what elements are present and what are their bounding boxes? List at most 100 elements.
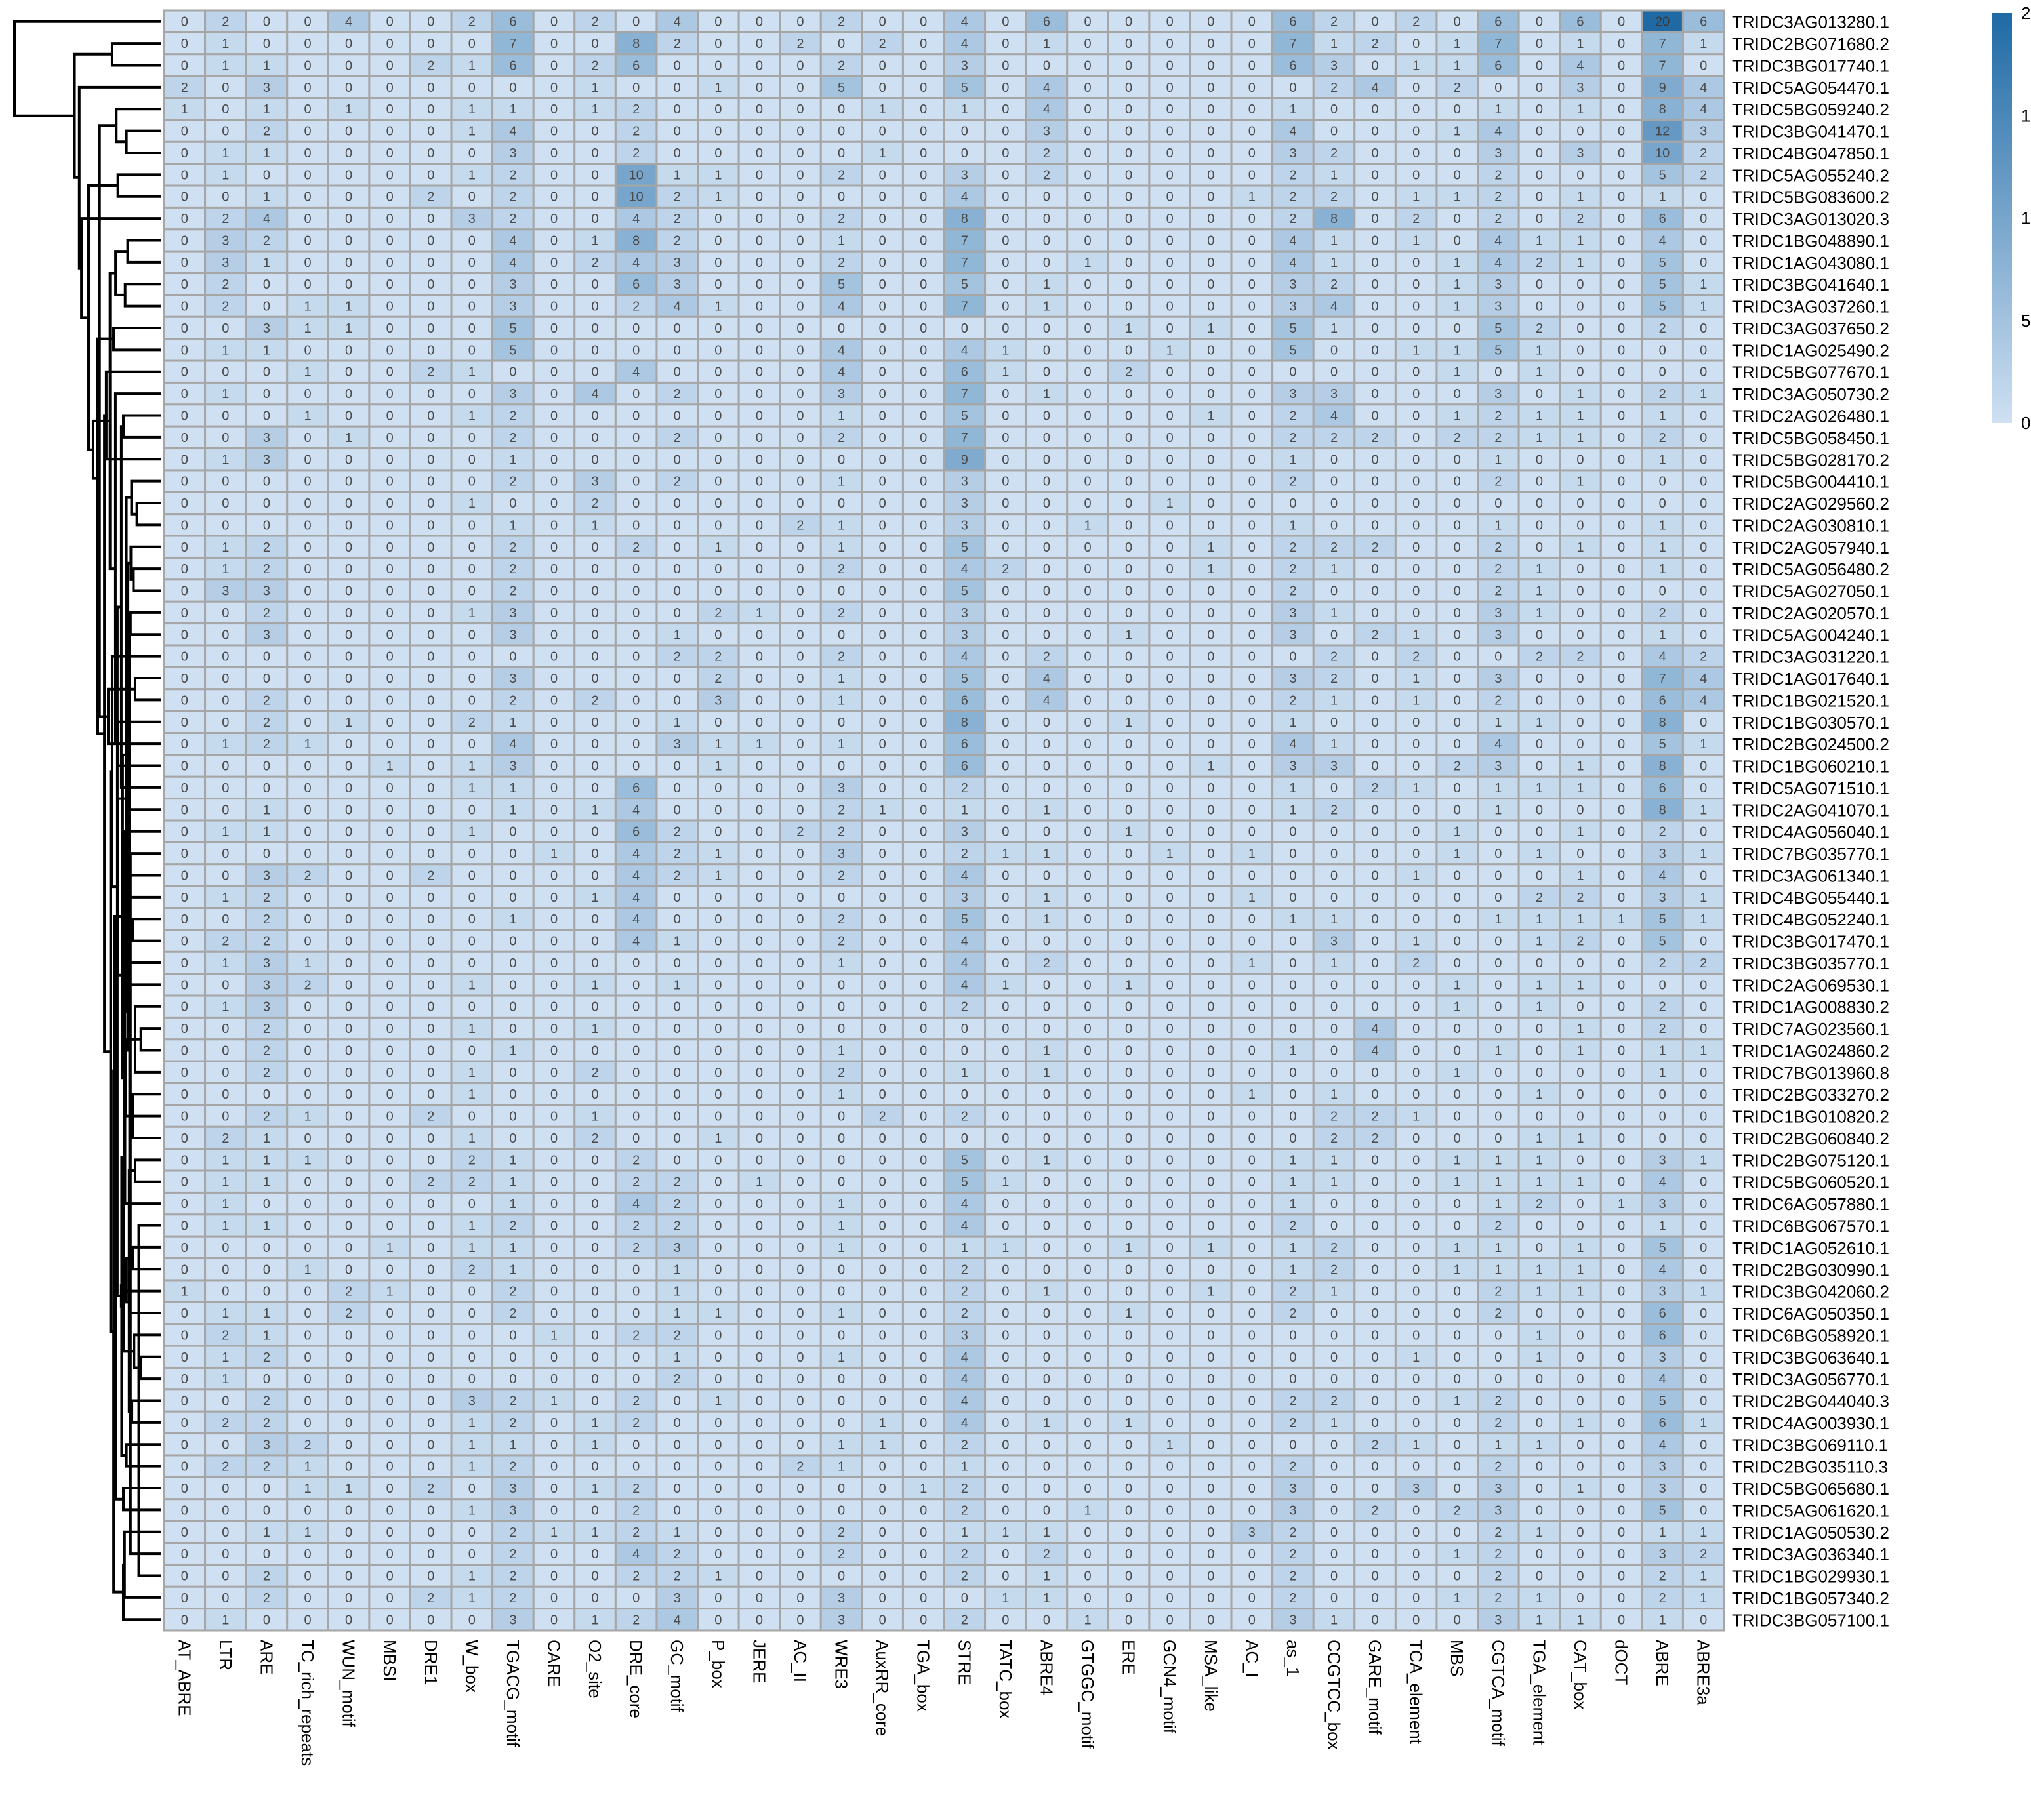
cell-value-label: 0 — [345, 693, 352, 708]
cell-value-label: 0 — [1659, 365, 1666, 380]
cell-value-label: 0 — [879, 387, 886, 401]
cell-value-label: 1 — [263, 1328, 270, 1343]
cell-value-label: 0 — [796, 978, 804, 992]
cell-value-label: 0 — [1084, 1306, 1091, 1321]
dendrogram-branch — [125, 129, 161, 154]
cell-value-label: 2 — [1494, 212, 1502, 226]
cell-value-label: 2 — [427, 868, 434, 883]
cell-value-label: 0 — [550, 102, 558, 117]
cell-value-label: 0 — [796, 475, 804, 489]
cell-value-label: 1 — [509, 803, 516, 817]
cell-value-label: 9 — [1659, 81, 1666, 95]
cell-value-label: 0 — [1207, 1328, 1214, 1343]
cell-value-label: 0 — [920, 1087, 927, 1102]
cell-value-label: 0 — [1084, 1000, 1091, 1015]
cell-value-label: 2 — [468, 716, 476, 730]
heatmap-cell — [1148, 97, 1191, 121]
cell-value-label: 1 — [592, 978, 599, 992]
cell-value-label: 3 — [509, 300, 516, 314]
cell-value-label: 1 — [1289, 803, 1296, 817]
cell-value-label: 1 — [714, 1306, 722, 1321]
cell-value-label: 0 — [304, 562, 311, 576]
dendrogram-branch — [129, 611, 161, 636]
cell-value-label: 0 — [1536, 518, 1543, 533]
cell-value-label: 0 — [879, 693, 886, 708]
cell-value-label: 2 — [1043, 956, 1050, 971]
cell-value-label: 0 — [304, 628, 311, 642]
cell-value-label: 0 — [1248, 935, 1256, 949]
cell-value-label: 1 — [1494, 1197, 1502, 1211]
cell-value-label: 0 — [838, 1263, 845, 1277]
cell-value-label: 0 — [1166, 1043, 1174, 1058]
heatmap-cell — [1641, 75, 1684, 100]
cell-value-label: 2 — [1659, 1000, 1666, 1015]
cell-value-label: 0 — [1618, 81, 1625, 95]
cell-value-label: 1 — [1659, 518, 1666, 533]
cell-value-label: 0 — [756, 256, 763, 270]
cell-value-label: 0 — [468, 891, 476, 905]
cell-value-label: 0 — [345, 1043, 352, 1058]
cell-value-label: 8 — [1659, 759, 1666, 774]
cell-value-label: 0 — [592, 540, 599, 555]
cell-value-label: 1 — [509, 1043, 516, 1058]
cell-value-label: 0 — [756, 387, 763, 401]
cell-value-label: 0 — [920, 146, 927, 161]
cell-value-label: 2 — [961, 847, 968, 861]
cell-value-label: 0 — [1084, 759, 1091, 774]
cell-value-label: 0 — [181, 496, 188, 511]
cell-value-label: 0 — [345, 606, 352, 620]
cell-value-label: 0 — [304, 1131, 311, 1146]
cell-value-label: 0 — [920, 1350, 927, 1365]
cell-value-label: 1 — [1454, 58, 1461, 73]
cell-value-label: 0 — [1618, 562, 1625, 576]
cell-value-label: 0 — [1125, 81, 1132, 95]
cell-value-label: 2 — [961, 1306, 968, 1321]
heatmap-cell — [1353, 75, 1397, 100]
cell-value-label: 0 — [1166, 125, 1174, 139]
cell-value-label: 0 — [1289, 1022, 1296, 1036]
cell-value-label: 1 — [592, 81, 599, 95]
cell-value-label: 0 — [1454, 518, 1461, 533]
cell-value-label: 9 — [961, 453, 968, 467]
cell-value-label: 1 — [1330, 168, 1338, 182]
cell-value-label: 1 — [1248, 1087, 1256, 1102]
cell-value-label: 1 — [1494, 1043, 1502, 1058]
cell-value-label: 0 — [1330, 1350, 1338, 1365]
cell-value-label: 2 — [427, 1175, 434, 1190]
cell-value-label: 0 — [1494, 1000, 1502, 1015]
cell-value-label: 0 — [550, 1066, 558, 1080]
cell-value-label: 0 — [1125, 540, 1132, 555]
cell-value-label: 0 — [1248, 1110, 1256, 1124]
cell-value-label: 0 — [632, 606, 640, 620]
cell-value-label: 0 — [714, 781, 722, 796]
cell-value-label: 1 — [222, 956, 229, 971]
cell-value-label: 0 — [1043, 737, 1050, 752]
cell-value-label: 0 — [386, 168, 394, 182]
cell-value-label: 0 — [674, 1066, 681, 1080]
cell-value-label: 0 — [1700, 606, 1707, 620]
cell-value-label: 1 — [1536, 1131, 1543, 1146]
cell-value-label: 0 — [1207, 1263, 1214, 1277]
cell-value-label: 0 — [509, 1110, 516, 1124]
cell-value-label: 4 — [632, 847, 640, 861]
heatmap-cell — [327, 75, 371, 100]
cell-value-label: 0 — [304, 190, 311, 205]
cell-value-label: 1 — [838, 475, 845, 489]
cell-value-label: 1 — [1330, 956, 1338, 971]
cell-value-label: 0 — [632, 737, 640, 752]
cell-value-label: 1 — [714, 759, 722, 774]
cell-value-label: 1 — [1454, 409, 1461, 424]
cell-value-label: 0 — [427, 891, 434, 905]
cell-value-label: 0 — [1372, 1328, 1379, 1343]
heatmap-cell — [697, 31, 740, 56]
cell-value-label: 3 — [1700, 125, 1707, 139]
cell-value-label: 8 — [1659, 102, 1666, 117]
cell-value-label: 2 — [1700, 650, 1707, 664]
cell-value-label: 0 — [181, 233, 188, 248]
cell-value-label: 0 — [181, 1087, 188, 1102]
cell-value-label: 0 — [1412, 1000, 1420, 1015]
cell-value-label: 2 — [509, 1394, 516, 1409]
cell-value-label: 0 — [1248, 781, 1256, 796]
cell-value-label: 0 — [920, 300, 927, 314]
cell-value-label: 0 — [181, 1372, 188, 1386]
